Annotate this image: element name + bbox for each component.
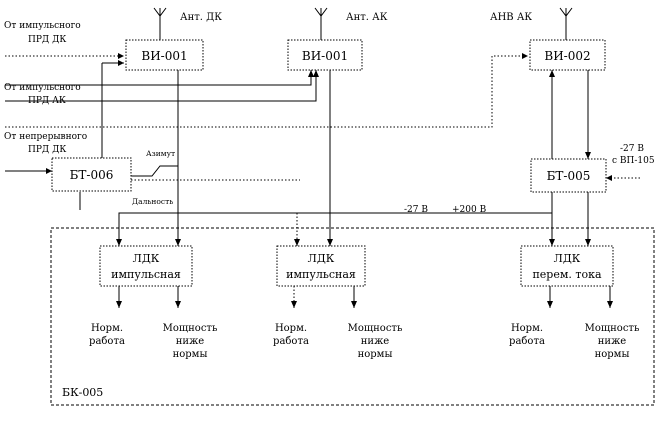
ldk-2-line2: импульсная — [286, 268, 356, 281]
out-2-low-3: нормы — [358, 349, 393, 360]
wire-imp-ak-2 — [5, 70, 317, 102]
antenna-icon-anv — [559, 7, 573, 40]
out-2-norm-1: Норм. — [275, 323, 307, 334]
out-3-low-2: ниже — [598, 336, 627, 347]
output-group-1: Норм. работа Мощность ниже нормы — [89, 323, 218, 360]
input-label-ext-2: с ВП-105 — [612, 156, 655, 166]
input-label-imp-dk-1: От импульсного — [4, 21, 81, 31]
block-ldk-3: ЛДК перем. тока — [520, 245, 614, 287]
signal-azimuth: Азимут — [146, 149, 175, 158]
antenna-label-anv: АНВ АК — [490, 12, 532, 23]
out-2-norm-2: работа — [273, 336, 309, 347]
out-1-low-3: нормы — [173, 349, 208, 360]
signal-bus-27: -27 В — [404, 205, 428, 215]
block-bt6-label: БТ-006 — [70, 168, 114, 182]
block-bt5: БТ-005 — [530, 158, 607, 193]
output-group-3: Норм. работа Мощность ниже нормы — [509, 323, 640, 360]
block-vi1-label: ВИ-001 — [141, 49, 187, 63]
output-group-2: Норм. работа Мощность ниже нормы — [273, 323, 403, 360]
block-vi2: ВИ-001 — [287, 39, 363, 71]
block-vi2-label: ВИ-001 — [302, 49, 348, 63]
input-label-imp-ak-1: От импульсного — [4, 83, 81, 93]
ldk-2-line1: ЛДК — [308, 252, 335, 265]
wire-azimuth — [131, 165, 178, 177]
unit-enclosure — [50, 227, 655, 406]
input-label-cont-dk-1: От непрерывного — [4, 132, 87, 142]
block-ldk-1: ЛДК импульсная — [99, 245, 193, 287]
antenna-label-ak: Ант. АК — [346, 12, 388, 23]
out-1-norm-2: работа — [89, 336, 125, 347]
out-3-low-1: Мощность — [585, 323, 640, 334]
block-bt6: БТ-006 — [51, 157, 132, 192]
block-vi1: ВИ-001 — [125, 39, 204, 71]
out-3-low-3: нормы — [595, 349, 630, 360]
out-1-low-2: ниже — [176, 336, 205, 347]
out-2-low-1: Мощность — [348, 323, 403, 334]
antenna-label-dk: Ант. ДК — [180, 12, 222, 23]
out-3-norm-1: Норм. — [511, 323, 543, 334]
out-3-norm-2: работа — [509, 336, 545, 347]
input-label-imp-dk-2: ПРД ДК — [28, 35, 66, 45]
wire-cont-dk — [5, 55, 528, 128]
input-label-ext-1: -27 В — [620, 144, 644, 154]
antenna-icon-ak — [314, 7, 328, 40]
ldk-3-line2: перем. тока — [532, 268, 602, 281]
signal-bus-200: +200 В — [452, 205, 487, 215]
block-vi3-label: ВИ-002 — [544, 49, 590, 63]
out-1-norm-1: Норм. — [91, 323, 123, 334]
out-2-low-2: ниже — [361, 336, 390, 347]
block-bt5-label: БТ-005 — [547, 169, 591, 183]
signal-range: Дальность — [132, 197, 173, 206]
unit-label: БК-005 — [62, 386, 103, 399]
ldk-1-line2: импульсная — [111, 268, 181, 281]
power-bus — [118, 192, 553, 246]
ldk-3-line1: ЛДК — [554, 252, 581, 265]
block-vi3: ВИ-002 — [529, 39, 606, 71]
out-1-low-1: Мощность — [163, 323, 218, 334]
input-label-cont-dk-2: ПРД ДК — [28, 145, 66, 155]
block-ldk-2: ЛДК импульсная — [276, 245, 366, 287]
antenna-icon-dk — [153, 7, 167, 40]
ldk-1-line1: ЛДК — [133, 252, 160, 265]
